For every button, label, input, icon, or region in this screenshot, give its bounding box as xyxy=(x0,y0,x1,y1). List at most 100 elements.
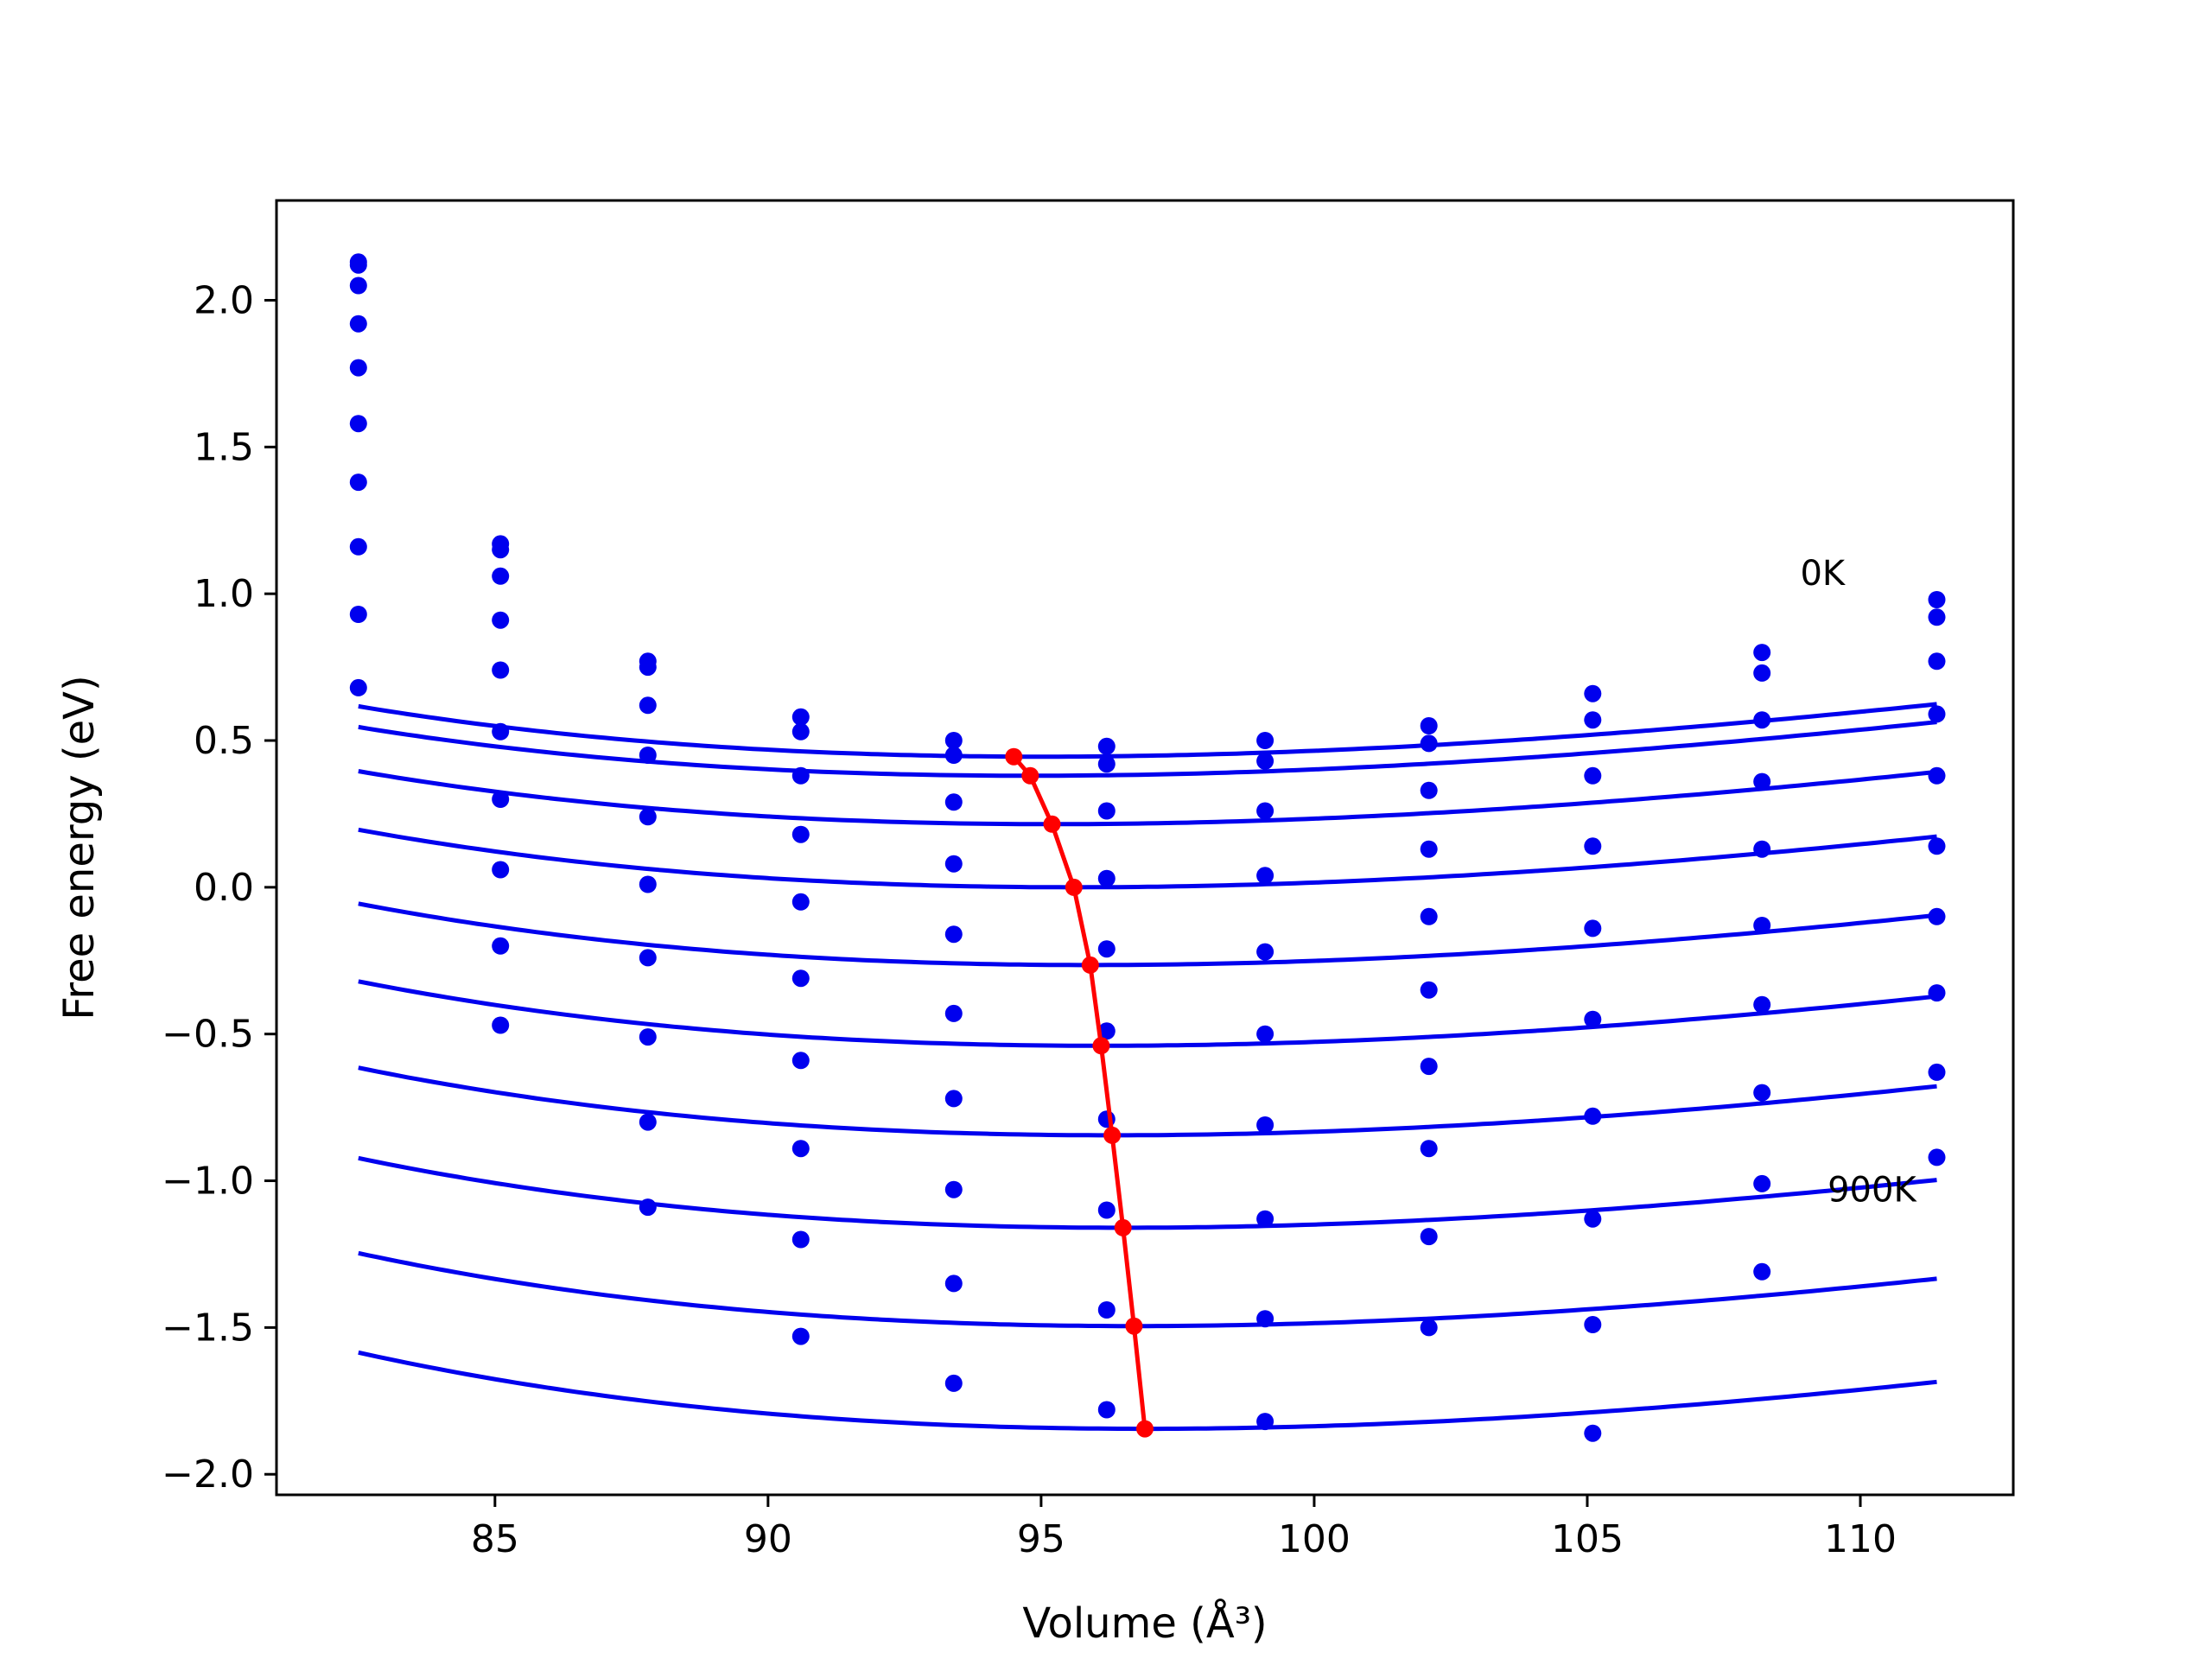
data-point-4-3 xyxy=(791,893,810,911)
plot-frame xyxy=(275,199,2015,1497)
data-point-5-0 xyxy=(349,415,367,433)
data-point-1-2 xyxy=(639,658,657,677)
y-tick-label-1.5: 1.5 xyxy=(194,425,254,469)
x-tick-label-85: 85 xyxy=(471,1517,519,1561)
data-point-3-2 xyxy=(639,747,657,764)
data-point-5-9 xyxy=(1753,917,1771,934)
data-point-8-9 xyxy=(1753,1174,1771,1192)
data-point-2-4 xyxy=(944,793,963,811)
data-point-4-6 xyxy=(1256,943,1274,961)
data-point-9-7 xyxy=(1420,1319,1438,1337)
data-point-7-6 xyxy=(1256,1210,1274,1228)
annotation-0: 0K xyxy=(1800,554,1846,594)
data-point-7-1 xyxy=(492,861,510,879)
data-point-3-10 xyxy=(1928,705,1946,723)
data-point-9-5 xyxy=(1097,1401,1116,1419)
data-point-7-3 xyxy=(791,1140,810,1158)
data-point-6-8 xyxy=(1584,1107,1602,1125)
data-point-6-2 xyxy=(639,949,657,967)
data-point-1-9 xyxy=(1753,664,1771,682)
data-point-2-1 xyxy=(492,567,510,585)
x-axis-label: Volume (Å³) xyxy=(1022,1599,1267,1648)
data-point-9-2 xyxy=(639,1198,657,1217)
data-point-6-4 xyxy=(944,1090,963,1108)
data-point-3-7 xyxy=(1420,840,1438,858)
data-point-7-0 xyxy=(349,537,367,556)
data-point-6-3 xyxy=(791,1052,810,1070)
data-point-0-6 xyxy=(1256,732,1274,749)
data-point-8-5 xyxy=(1097,1301,1116,1319)
data-point-2-7 xyxy=(1420,781,1438,799)
data-point-7-8 xyxy=(1584,1210,1602,1228)
minimum-point-3 xyxy=(1065,878,1083,896)
x-tick-label-95: 95 xyxy=(1017,1517,1065,1561)
data-point-8-6 xyxy=(1256,1310,1274,1328)
data-point-9-8 xyxy=(1584,1424,1602,1442)
data-point-1-5 xyxy=(1097,755,1116,773)
data-point-7-2 xyxy=(639,1028,657,1046)
x-tick-label-105: 105 xyxy=(1551,1517,1624,1561)
y-tick-label--2: −2.0 xyxy=(162,1452,254,1497)
minimum-point-9 xyxy=(1136,1420,1154,1438)
annotation-1: 900K xyxy=(1827,1170,1917,1210)
data-point-9-4 xyxy=(944,1374,963,1392)
data-point-2-6 xyxy=(1256,802,1274,820)
eos-curve-7 xyxy=(358,1155,1937,1230)
data-point-9-3 xyxy=(791,1327,810,1345)
minimum-point-5 xyxy=(1092,1037,1110,1055)
data-point-0-10 xyxy=(1928,591,1946,608)
data-point-5-1 xyxy=(492,722,510,741)
data-point-7-7 xyxy=(1420,1140,1438,1158)
data-point-2-10 xyxy=(1928,652,1946,671)
annotations: 0K 900K xyxy=(1800,554,1917,1210)
data-point-5-7 xyxy=(1420,981,1438,999)
data-point-1-1 xyxy=(492,541,510,559)
data-points xyxy=(349,253,1946,1442)
y-tick-label-1: 1.0 xyxy=(194,572,254,616)
data-point-1-7 xyxy=(1420,734,1438,753)
data-point-4-10 xyxy=(1928,766,1946,785)
data-point-7-10 xyxy=(1928,984,1946,1002)
data-point-4-4 xyxy=(944,925,963,944)
y-tick-label--1.5: −1.5 xyxy=(162,1306,254,1350)
data-point-9-0 xyxy=(349,678,367,696)
data-point-8-0 xyxy=(349,606,367,623)
data-point-1-6 xyxy=(1256,752,1274,770)
minimum-line xyxy=(1012,755,1147,1429)
eos-curve-5 xyxy=(358,979,1937,1048)
minimum-path xyxy=(1005,747,1154,1438)
data-point-2-2 xyxy=(639,696,657,715)
minimum-point-4 xyxy=(1081,956,1099,974)
data-point-0-4 xyxy=(944,732,963,749)
x-tick-label-90: 90 xyxy=(744,1517,792,1561)
data-point-8-3 xyxy=(791,1230,810,1249)
data-point-5-10 xyxy=(1928,837,1946,855)
data-point-2-5 xyxy=(1097,802,1116,820)
data-point-6-9 xyxy=(1753,995,1771,1014)
eos-curve-6 xyxy=(358,1065,1937,1138)
y-tick-label--0.5: −0.5 xyxy=(162,1013,254,1057)
data-point-3-8 xyxy=(1584,837,1602,855)
data-point-5-6 xyxy=(1256,1025,1274,1043)
data-point-3-3 xyxy=(791,825,810,843)
data-point-1-4 xyxy=(944,747,963,764)
data-point-3-4 xyxy=(944,855,963,873)
data-point-9-6 xyxy=(1256,1413,1274,1431)
y-axis-label: Free energy (eV) xyxy=(55,675,104,1020)
data-point-8-7 xyxy=(1420,1228,1438,1246)
data-point-4-2 xyxy=(639,808,657,826)
data-point-3-5 xyxy=(1097,869,1116,887)
data-point-7-4 xyxy=(944,1180,963,1198)
data-point-1-10 xyxy=(1928,608,1946,626)
x-axis: 85 90 95 100 105 110 xyxy=(471,1495,1897,1561)
data-point-8-10 xyxy=(1928,1063,1946,1081)
data-point-3-6 xyxy=(1256,867,1274,885)
data-point-9-1 xyxy=(492,1016,510,1034)
data-point-1-8 xyxy=(1584,711,1602,729)
data-point-6-7 xyxy=(1420,1058,1438,1076)
y-tick-label--1: −1.0 xyxy=(162,1160,254,1204)
data-point-8-1 xyxy=(492,937,510,955)
data-point-4-1 xyxy=(492,661,510,679)
eos-curve-4 xyxy=(358,901,1937,968)
data-point-0-5 xyxy=(1097,737,1116,755)
